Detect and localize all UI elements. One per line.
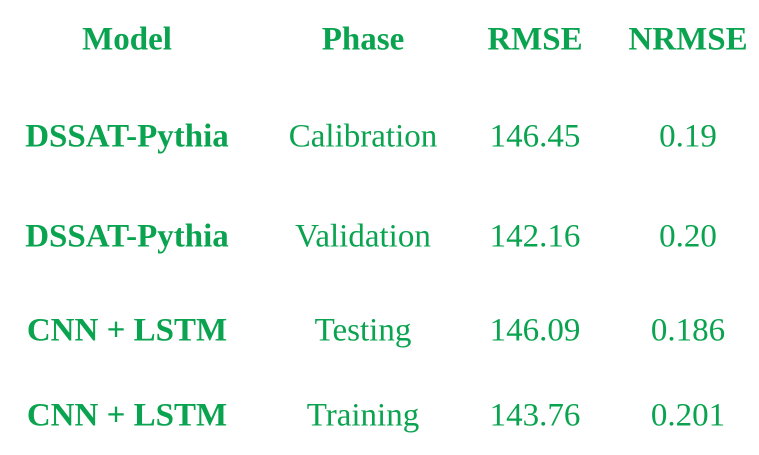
table-row-2-nrmse: 0.20	[659, 218, 717, 255]
column-header-phase: Phase	[321, 21, 405, 58]
table-row-3-nrmse: 0.186	[650, 312, 726, 349]
table-row-1-phase: Calibration	[288, 118, 438, 155]
table-row-2-model: DSSAT-Pythia	[25, 218, 229, 255]
table-row-4-rmse: 143.76	[489, 397, 581, 434]
table-row-1-nrmse: 0.19	[659, 118, 717, 155]
table-row-4-phase: Training	[306, 397, 420, 434]
table-row-3-model: CNN + LSTM	[26, 312, 228, 349]
table-row-4-nrmse: 0.201	[650, 397, 726, 434]
column-header-nrmse: NRMSE	[628, 21, 748, 58]
table-row-2-rmse: 142.16	[489, 218, 581, 255]
table-row-2-phase: Validation	[295, 218, 431, 255]
table-row-3-rmse: 146.09	[489, 312, 581, 349]
column-header-rmse: RMSE	[487, 21, 583, 58]
table-row-4-model: CNN + LSTM	[26, 397, 228, 434]
table-row-1-rmse: 146.45	[489, 118, 581, 155]
table-row-3-phase: Testing	[314, 312, 412, 349]
column-header-model: Model	[82, 21, 172, 58]
table-row-1-model: DSSAT-Pythia	[25, 118, 229, 155]
